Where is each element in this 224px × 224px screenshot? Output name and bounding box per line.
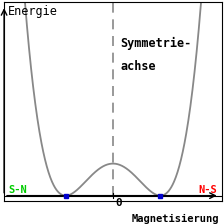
Text: achse: achse (120, 60, 156, 73)
Text: Symmetrie-: Symmetrie- (120, 37, 191, 50)
Text: N-S: N-S (198, 185, 217, 195)
Text: Energie: Energie (8, 5, 58, 18)
Text: Magnetisierung: Magnetisierung (132, 213, 220, 224)
Text: S-N: S-N (9, 185, 28, 195)
Text: 0: 0 (116, 198, 123, 208)
